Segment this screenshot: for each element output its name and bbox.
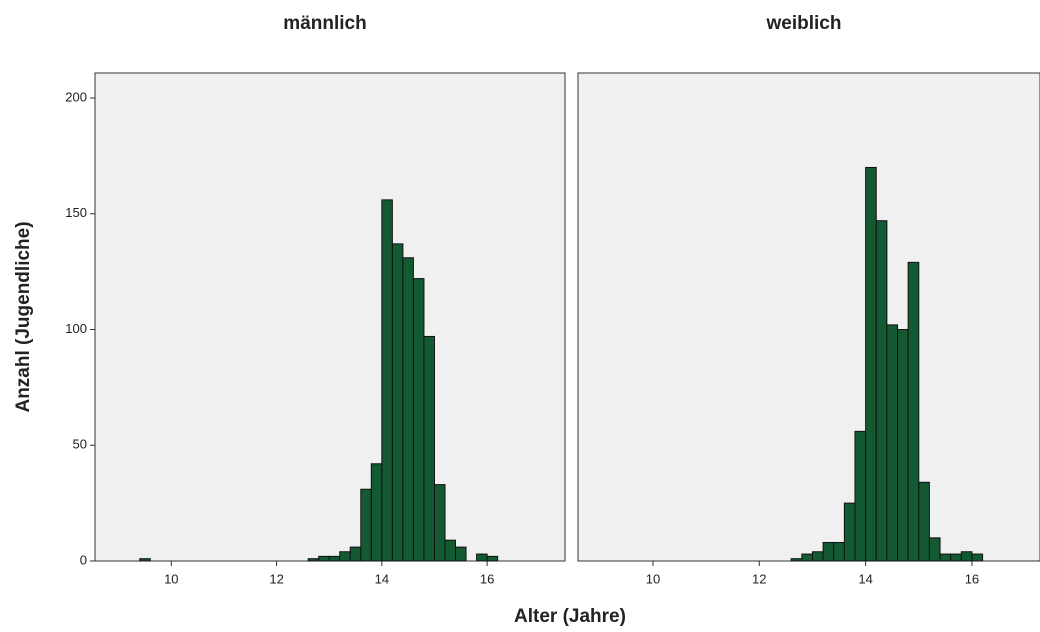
- bar: [349, 546, 362, 562]
- bar: [444, 539, 457, 562]
- bar: [455, 546, 467, 562]
- bar: [843, 502, 856, 562]
- bar: [950, 553, 962, 562]
- bar: [402, 257, 414, 562]
- bar: [801, 553, 813, 562]
- bar: [971, 553, 984, 562]
- x-tick-label: 10: [646, 571, 660, 586]
- bar: [370, 463, 383, 562]
- bar: [865, 166, 877, 562]
- bar: [918, 481, 930, 562]
- bar: [928, 537, 941, 562]
- bar: [822, 541, 835, 562]
- x-tick-label: 12: [269, 571, 283, 586]
- panel-title: weiblich: [766, 13, 842, 34]
- bar: [139, 558, 151, 562]
- y-tick-label: 50: [73, 437, 87, 452]
- bar: [433, 484, 446, 562]
- bar: [381, 199, 393, 562]
- bar: [939, 553, 952, 562]
- bar: [897, 329, 909, 562]
- bar: [339, 551, 351, 562]
- bar: [854, 430, 867, 562]
- bar: [476, 553, 488, 562]
- bar: [960, 551, 973, 562]
- bar: [318, 555, 330, 562]
- bar: [907, 261, 920, 562]
- x-tick-label: 14: [858, 571, 872, 586]
- bar: [360, 488, 372, 562]
- bar: [412, 278, 425, 562]
- bar: [328, 555, 341, 562]
- x-tick-label: 16: [965, 571, 979, 586]
- panel-title: männlich: [283, 13, 366, 34]
- y-tick-label: 100: [65, 321, 87, 336]
- y-tick-label: 0: [80, 552, 87, 567]
- bar: [391, 243, 404, 562]
- plot-area: [94, 72, 566, 562]
- y-tick-label: 200: [65, 89, 87, 104]
- bar: [811, 551, 824, 562]
- bar: [833, 541, 845, 562]
- y-axis-label: Anzahl (Jugendliche): [13, 221, 34, 412]
- x-tick-label: 16: [480, 571, 494, 586]
- bar: [790, 558, 803, 562]
- y-tick-label: 150: [65, 205, 87, 220]
- x-tick-label: 14: [375, 571, 389, 586]
- bar: [886, 324, 899, 562]
- bar: [307, 558, 320, 562]
- x-tick-label: 10: [164, 571, 178, 586]
- x-axis-label: Alter (Jahre): [514, 606, 626, 627]
- bar: [486, 555, 499, 562]
- bar: [875, 220, 888, 562]
- plot-area: [577, 72, 1040, 562]
- x-tick-label: 12: [752, 571, 766, 586]
- bar: [423, 335, 435, 562]
